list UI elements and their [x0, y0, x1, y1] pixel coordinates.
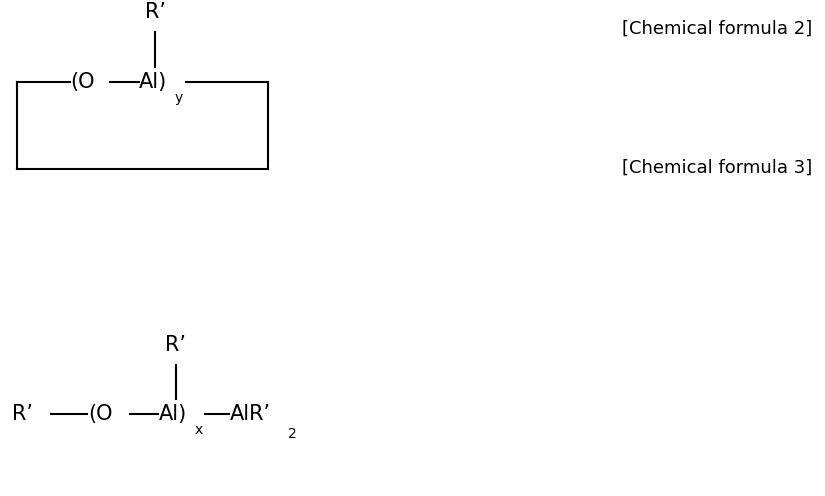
Text: y: y	[175, 91, 183, 105]
Text: 2: 2	[288, 427, 297, 441]
Text: (O: (O	[88, 404, 113, 424]
Text: Al): Al)	[158, 404, 186, 424]
Text: x: x	[195, 423, 203, 437]
Text: R’: R’	[144, 2, 166, 22]
Text: Al): Al)	[139, 72, 167, 92]
Text: R’: R’	[12, 404, 33, 424]
Text: [Chemical formula 3]: [Chemical formula 3]	[622, 159, 813, 177]
Text: [Chemical formula 2]: [Chemical formula 2]	[622, 20, 813, 38]
Text: R’: R’	[165, 335, 186, 355]
Text: AlR’: AlR’	[229, 404, 271, 424]
Text: (O: (O	[70, 72, 95, 92]
